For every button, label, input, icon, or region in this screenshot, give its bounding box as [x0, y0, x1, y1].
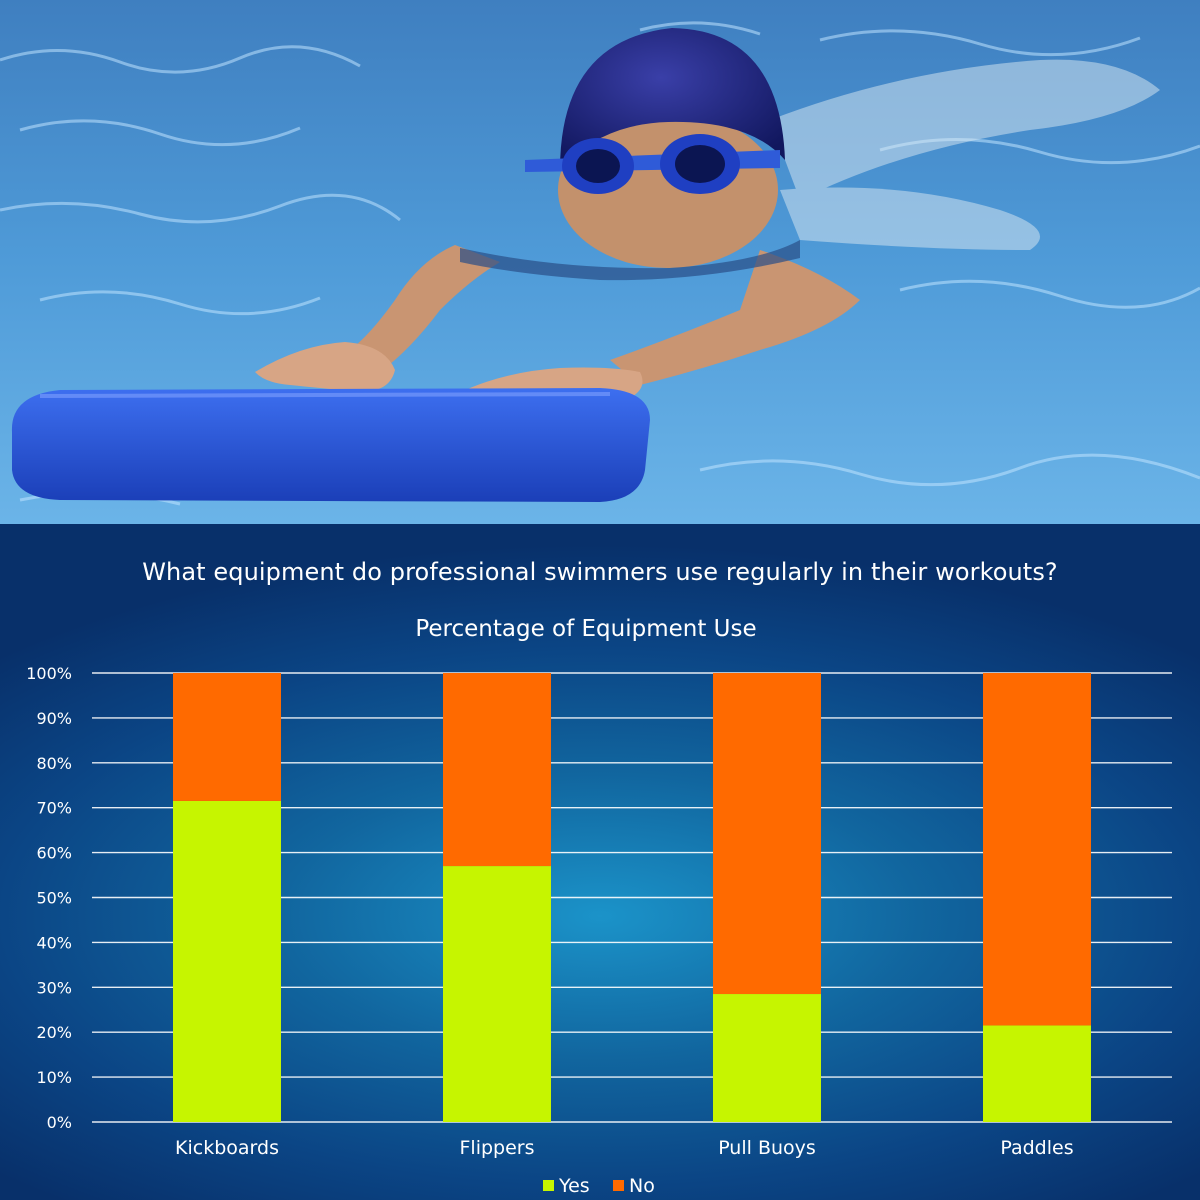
submerged-body	[770, 59, 1160, 250]
kickboard	[11, 388, 650, 502]
bar-no-kickboards	[173, 673, 281, 801]
y-tick-label: 90%	[36, 709, 72, 728]
chart-title: Percentage of Equipment Use	[415, 616, 757, 642]
y-tick-label: 100%	[26, 664, 72, 683]
bar-yes-kickboards	[173, 800, 281, 1122]
bar-no-flippers	[443, 673, 551, 867]
x-category-label: Pull Buoys	[718, 1137, 816, 1159]
y-tick-label: 10%	[36, 1068, 72, 1087]
bar-yes-pull-buoys	[713, 994, 821, 1122]
bar-no-pull-buoys	[713, 673, 821, 995]
x-category-label: Kickboards	[175, 1137, 279, 1159]
legend-swatch-yes	[543, 1180, 554, 1191]
y-tick-label: 60%	[36, 844, 72, 863]
y-tick-label: 50%	[36, 889, 72, 908]
swimmer-illustration	[0, 0, 1200, 524]
question-heading: What equipment do professional swimmers …	[142, 558, 1058, 586]
swim-cap	[560, 28, 785, 170]
y-tick-label: 80%	[36, 754, 72, 773]
legend-label-no: No	[629, 1175, 655, 1197]
y-tick-label: 20%	[36, 1023, 72, 1042]
chart-panel: What equipment do professional swimmers …	[0, 524, 1200, 1200]
y-tick-label: 30%	[36, 978, 72, 997]
x-category-label: Flippers	[459, 1137, 534, 1159]
legend-label-yes: Yes	[558, 1175, 590, 1197]
y-tick-label: 0%	[47, 1113, 72, 1132]
stacked-bar-chart: 0% 10% 20% 30% 40% 50% 60% 70% 80% 90% 100% Kickboa…	[26, 664, 1172, 1197]
legend-swatch-no	[613, 1180, 624, 1191]
goggles	[525, 134, 780, 194]
x-category-label: Paddles	[1000, 1137, 1073, 1159]
y-tick-label: 70%	[36, 799, 72, 818]
bar-no-paddles	[983, 673, 1091, 1026]
bar-yes-flippers	[443, 866, 551, 1122]
swimmer-photo	[0, 0, 1200, 524]
bar-yes-paddles	[983, 1025, 1091, 1122]
y-tick-label: 40%	[36, 933, 72, 952]
